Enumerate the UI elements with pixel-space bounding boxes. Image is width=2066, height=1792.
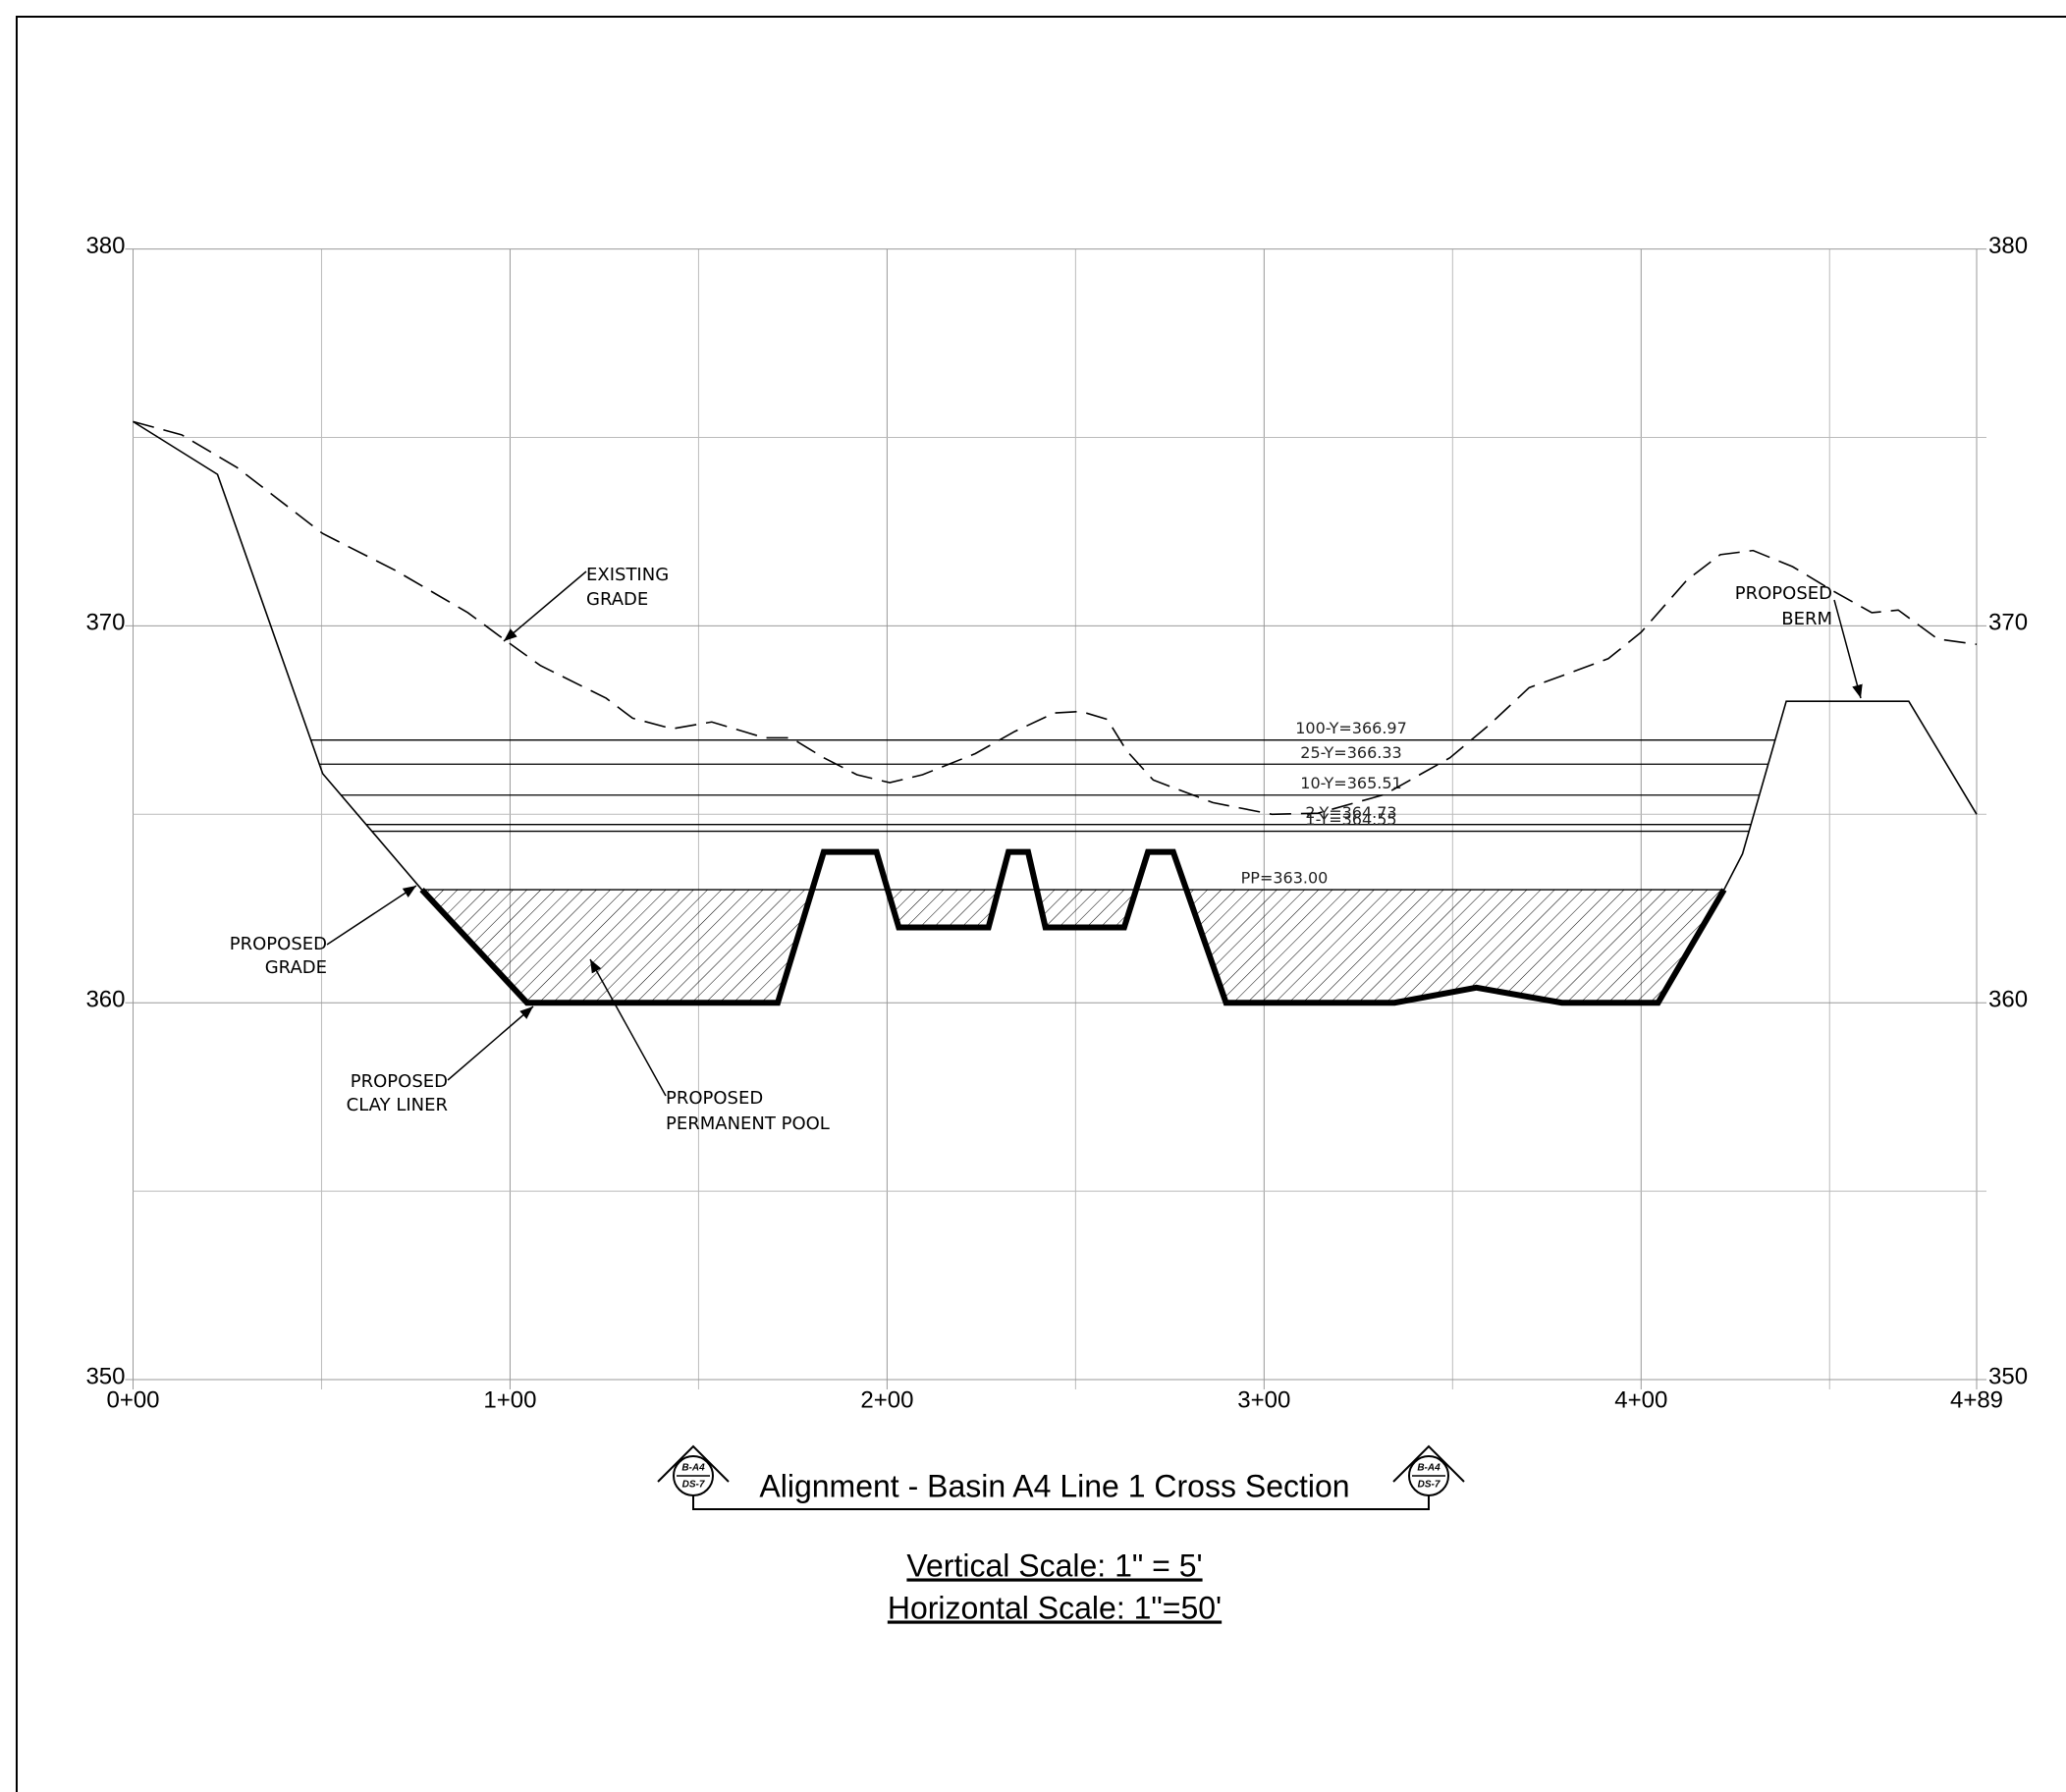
title-block: B-A4 DS-7 B-A4 DS-7 Alignment - Basin A4… xyxy=(657,1444,1465,1625)
annotation: CLAY LINER xyxy=(347,1095,448,1115)
annotation: PROPOSED xyxy=(666,1088,763,1109)
x-tick-label: 0+00 xyxy=(106,1386,159,1413)
annotation: PROPOSED xyxy=(230,934,327,954)
annotation: GRADE xyxy=(265,957,327,978)
vertical-scale: Vertical Scale: 1" = 5' xyxy=(906,1548,1202,1583)
level-label: 25-Y=366.33 xyxy=(1300,743,1401,762)
y-tick-label: 350 xyxy=(85,1363,125,1389)
level-label: 2-Y=364.73 xyxy=(1305,803,1396,822)
horizontal-scale: Horizontal Scale: 1"=50' xyxy=(888,1590,1222,1625)
marker-text: B-A4 xyxy=(681,1463,705,1474)
y2-tick-label: 380 xyxy=(1988,233,2028,259)
annotation: PROPOSED xyxy=(1735,583,1832,604)
y-tick-label: 360 xyxy=(85,987,125,1013)
sheet-border xyxy=(16,16,2066,1792)
level-label: 1-Y=364.55 xyxy=(1305,810,1396,829)
y2-tick-label: 360 xyxy=(1988,987,2028,1013)
leader xyxy=(1833,599,1863,699)
pool-hatch xyxy=(421,890,1724,1004)
annotation: GRADE xyxy=(586,589,648,610)
annotation: PERMANENT POOL xyxy=(666,1113,830,1134)
plot: 100-Y=366.97 25-Y=366.33 10-Y=365.51 2-Y=36… xyxy=(133,420,1978,1006)
x-tick-label: 4+00 xyxy=(1614,1386,1667,1413)
leader xyxy=(326,885,417,946)
annotation: EXISTING xyxy=(586,565,669,585)
marker-text: B-A4 xyxy=(1417,1463,1441,1474)
y2-tick-label: 350 xyxy=(1988,1363,2028,1389)
profile-line xyxy=(419,848,1727,1006)
x-tick-label: 3+00 xyxy=(1237,1386,1290,1413)
leader xyxy=(503,570,587,642)
x-tick-label: 1+00 xyxy=(483,1386,536,1413)
y2-tick-label: 370 xyxy=(1988,610,2028,636)
annotations: EXISTING GRADE PROPOSED BERM PROPOSED GR… xyxy=(230,565,1863,1134)
level-label: 10-Y=365.51 xyxy=(1300,774,1401,792)
y-tick-label: 370 xyxy=(85,610,125,636)
annotation: PROPOSED xyxy=(351,1071,448,1092)
section-marker: B-A4 DS-7 xyxy=(657,1444,730,1496)
section-marker: B-A4 DS-7 xyxy=(1392,1444,1465,1496)
leader xyxy=(589,958,667,1097)
x-tick-label: 2+00 xyxy=(860,1386,913,1413)
level-label: 100-Y=366.97 xyxy=(1295,719,1407,737)
y-tick-label: 380 xyxy=(85,233,125,259)
profile-line xyxy=(133,420,1978,816)
marker-text: DS-7 xyxy=(1418,1480,1441,1491)
chart-title: Alignment - Basin A4 Line 1 Cross Sectio… xyxy=(759,1468,1349,1503)
leader xyxy=(447,1005,534,1081)
title-bracket xyxy=(692,1494,1430,1510)
marker-text: DS-7 xyxy=(682,1480,705,1491)
profile-line xyxy=(133,420,1978,891)
x-tick-label: 4+89 xyxy=(1950,1386,2003,1413)
level-label: PP=363.00 xyxy=(1241,869,1329,888)
annotation: BERM xyxy=(1781,609,1832,629)
